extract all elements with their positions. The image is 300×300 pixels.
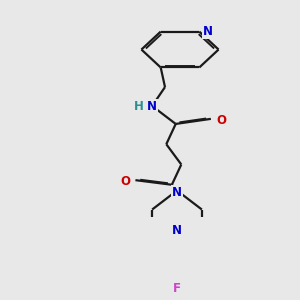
Text: N: N [147, 100, 157, 113]
Text: F: F [173, 282, 181, 295]
Text: N: N [203, 25, 213, 38]
Text: O: O [216, 114, 226, 127]
Text: N: N [172, 224, 182, 236]
Text: N: N [172, 185, 182, 199]
Text: O: O [120, 175, 130, 188]
Text: H: H [134, 100, 143, 113]
